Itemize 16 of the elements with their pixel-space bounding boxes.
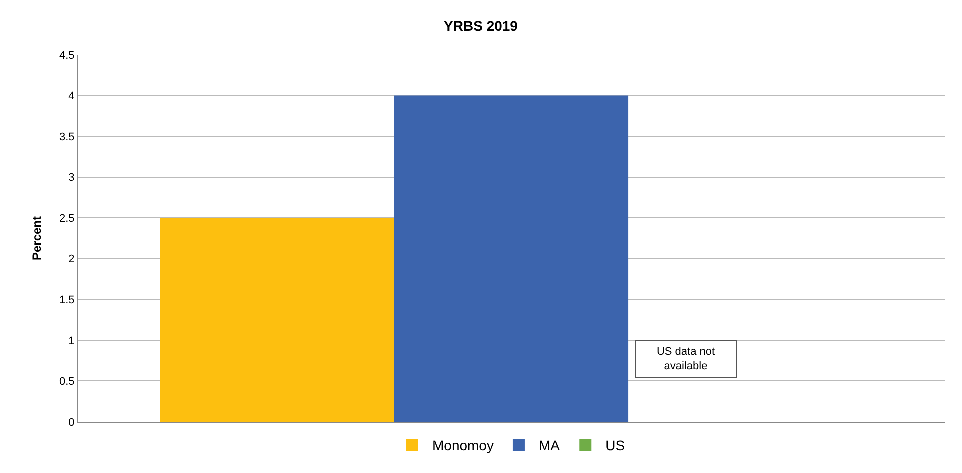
chart-title: YRBS 2019 (444, 18, 518, 34)
y-tick-label: 2.5 (60, 212, 75, 225)
legend-label: Monomoy (432, 437, 494, 454)
y-tick-label: 3.5 (60, 131, 75, 144)
y-tick-label: 2 (68, 254, 75, 266)
y-tick-label: 0 (68, 416, 75, 429)
y-tick-label: 0.5 (60, 376, 75, 388)
y-tick-label: 4.5 (60, 50, 75, 62)
y-tick-label: 4 (68, 90, 75, 103)
legend-label: MA (538, 437, 561, 454)
y-tick-label: 1.5 (60, 294, 75, 307)
y-tick-label: 1 (68, 335, 75, 348)
y-axis-title: Percent (30, 216, 44, 261)
y-tick-label: 3 (68, 172, 75, 184)
annotation: US data not available (656, 346, 716, 372)
legend-label: US (606, 437, 626, 454)
